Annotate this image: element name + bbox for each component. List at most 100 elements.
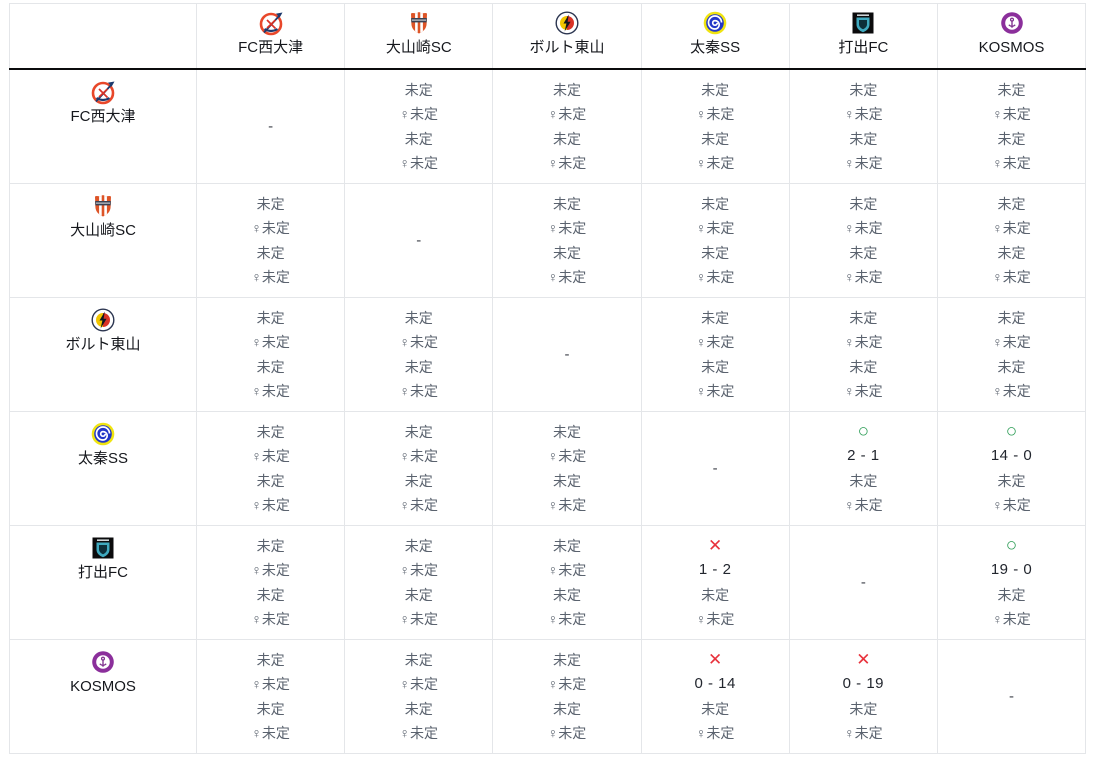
result-cell: 未定 ♀未定 未定 ♀未定 [344,411,494,526]
self-cell: - [640,411,790,526]
result-mark-line: ✕ [642,648,789,673]
match-pending-line: ♀未定 [992,611,1031,627]
match-pending-line: 未定 [849,81,878,98]
team-name: 太秦SS [77,450,128,467]
match-pending-line: ♀未定 [992,334,1031,350]
match-pending-line: 未定 [552,651,581,668]
header-row: FC西大津 大山崎SC ボルト東山 太秦SS 打出FC KOSMOS [9,3,1087,70]
match-pending-line: 未定 [552,423,581,440]
match-pending-line: 未定 [256,700,285,717]
uchide-fc-crest-icon [89,534,117,562]
match-pending-line: 未定 [404,472,433,489]
match-pending-line: ♀未定 [251,725,290,741]
match-pending-line: ♀未定 [992,497,1031,513]
self-cell: - [492,297,642,412]
result-cell: ○ 2 - 1 未定 ♀未定 [788,411,938,526]
matrix-row-oyamazaki-sc: 大山崎SC 未定 ♀未定 未定 ♀未定 - 未定 ♀未定 未定 ♀未定 未定 ♀未定 未定 ♀未定 未定 ♀未… [9,183,1087,298]
match-pending-line: 未定 [256,244,285,261]
result-cell: ✕ 1 - 2 未定 ♀未定 [640,525,790,640]
match-pending-line: ♀未定 [547,562,587,578]
match-pending-line: 未定 [404,700,433,717]
self-dash: - [1009,687,1015,705]
match-pending-line: 未定 [256,537,285,554]
team-column-header-fc-nishiotsu: FC西大津 [195,3,346,70]
match-pending-line: ♀未定 [399,334,439,350]
win-circle-icon: ○ [1005,534,1018,556]
self-dash: - [860,573,866,591]
match-pending-line: 未定 [849,195,878,212]
match-pending-line: ♀未定 [695,725,735,741]
kosmos-crest-icon [998,9,1026,37]
match-pending-line: 未定 [256,423,285,440]
team-name: ボルト東山 [529,39,605,56]
match-pending-line: ♀未定 [844,155,883,171]
team-row-header-kosmos: KOSMOS [9,639,197,754]
match-pending-line: 未定 [552,81,581,98]
team-name: 打出FC [78,564,128,581]
team-name: KOSMOS [70,678,136,695]
result-cell: 未定 ♀未定 未定 ♀未定 [936,68,1087,184]
match-pending-line: ♀未定 [399,725,439,741]
match-pending-line: 未定 [404,81,433,98]
result-cell: 未定 ♀未定 未定 ♀未定 [344,525,494,640]
result-mark-line: ○ [938,420,1085,445]
match-pending-line: ♀未定 [399,448,439,464]
match-pending-line: ♀未定 [695,334,735,350]
match-pending-line: ♀未定 [251,334,290,350]
team-column-header-oyamazaki-sc: 大山崎SC [344,3,494,70]
match-pending-line: ♀未定 [399,497,439,513]
matrix-row-uzumasa-ss: 太秦SS 未定 ♀未定 未定 ♀未定 未定 ♀未定 未定 ♀未定 未定 ♀未定 未定 ♀未定 - ○ 2 - … [9,411,1087,526]
match-pending-line: 未定 [404,309,433,326]
self-cell: - [788,525,938,640]
team-name: 太秦SS [690,39,741,56]
result-cell: ✕ 0 - 14 未定 ♀未定 [640,639,790,754]
score-line: 19 - 0 [990,561,1033,578]
matrix-row-uchide-fc: 打出FC 未定 ♀未定 未定 ♀未定 未定 ♀未定 未定 ♀未定 未定 ♀未定 未定 ♀未定 ✕ 1 - 2… [9,525,1087,640]
match-pending-line: ♀未定 [844,383,883,399]
result-cell: 未定 ♀未定 未定 ♀未定 [492,525,642,640]
match-pending-line: ♀未定 [251,562,290,578]
match-pending-line: ♀未定 [844,220,883,236]
fc-nishiotsu-crest-icon [89,78,117,106]
team-name: FC西大津 [70,108,136,125]
self-dash: - [712,459,718,477]
match-pending-line: ♀未定 [547,676,587,692]
team-row-header-uzumasa-ss: 太秦SS [9,411,197,526]
match-pending-line: 未定 [701,358,730,375]
result-mark-line: ○ [938,534,1085,559]
team-name: KOSMOS [978,39,1045,56]
match-pending-line: ♀未定 [695,155,735,171]
match-pending-line: ♀未定 [547,497,587,513]
result-cell: 未定 ♀未定 未定 ♀未定 [195,297,346,412]
match-pending-line: 未定 [997,81,1026,98]
match-pending-line: 未定 [552,130,581,147]
match-pending-line: ♀未定 [547,106,587,122]
match-pending-line: ♀未定 [547,269,587,285]
result-cell: 未定 ♀未定 未定 ♀未定 [936,183,1087,298]
result-cell: 未定 ♀未定 未定 ♀未定 [788,183,938,298]
match-pending-line: ♀未定 [547,611,587,627]
score-line: 0 - 19 [842,675,885,692]
team-row-header-fc-nishiotsu: FC西大津 [9,68,197,184]
win-circle-icon: ○ [1005,420,1018,442]
match-pending-line: 未定 [997,195,1026,212]
match-pending-line: 未定 [256,586,285,603]
match-pending-line: 未定 [552,537,581,554]
match-pending-line: 未定 [404,130,433,147]
match-pending-line: 未定 [552,195,581,212]
score-line: 1 - 2 [698,561,732,578]
match-pending-line: ♀未定 [844,106,883,122]
result-cell: 未定 ♀未定 未定 ♀未定 [640,183,790,298]
match-pending-line: ♀未定 [695,106,735,122]
match-pending-line: 未定 [256,472,285,489]
result-cell: 未定 ♀未定 未定 ♀未定 [640,297,790,412]
result-mark-line: ○ [790,420,937,445]
match-pending-line: ♀未定 [399,676,439,692]
team-name: FC西大津 [238,39,304,56]
oyamazaki-sc-crest-icon [89,192,117,220]
team-name: ボルト東山 [65,336,141,353]
match-pending-line: ♀未定 [695,220,735,236]
loss-cross-icon: ✕ [708,535,723,555]
self-dash: - [416,231,422,249]
